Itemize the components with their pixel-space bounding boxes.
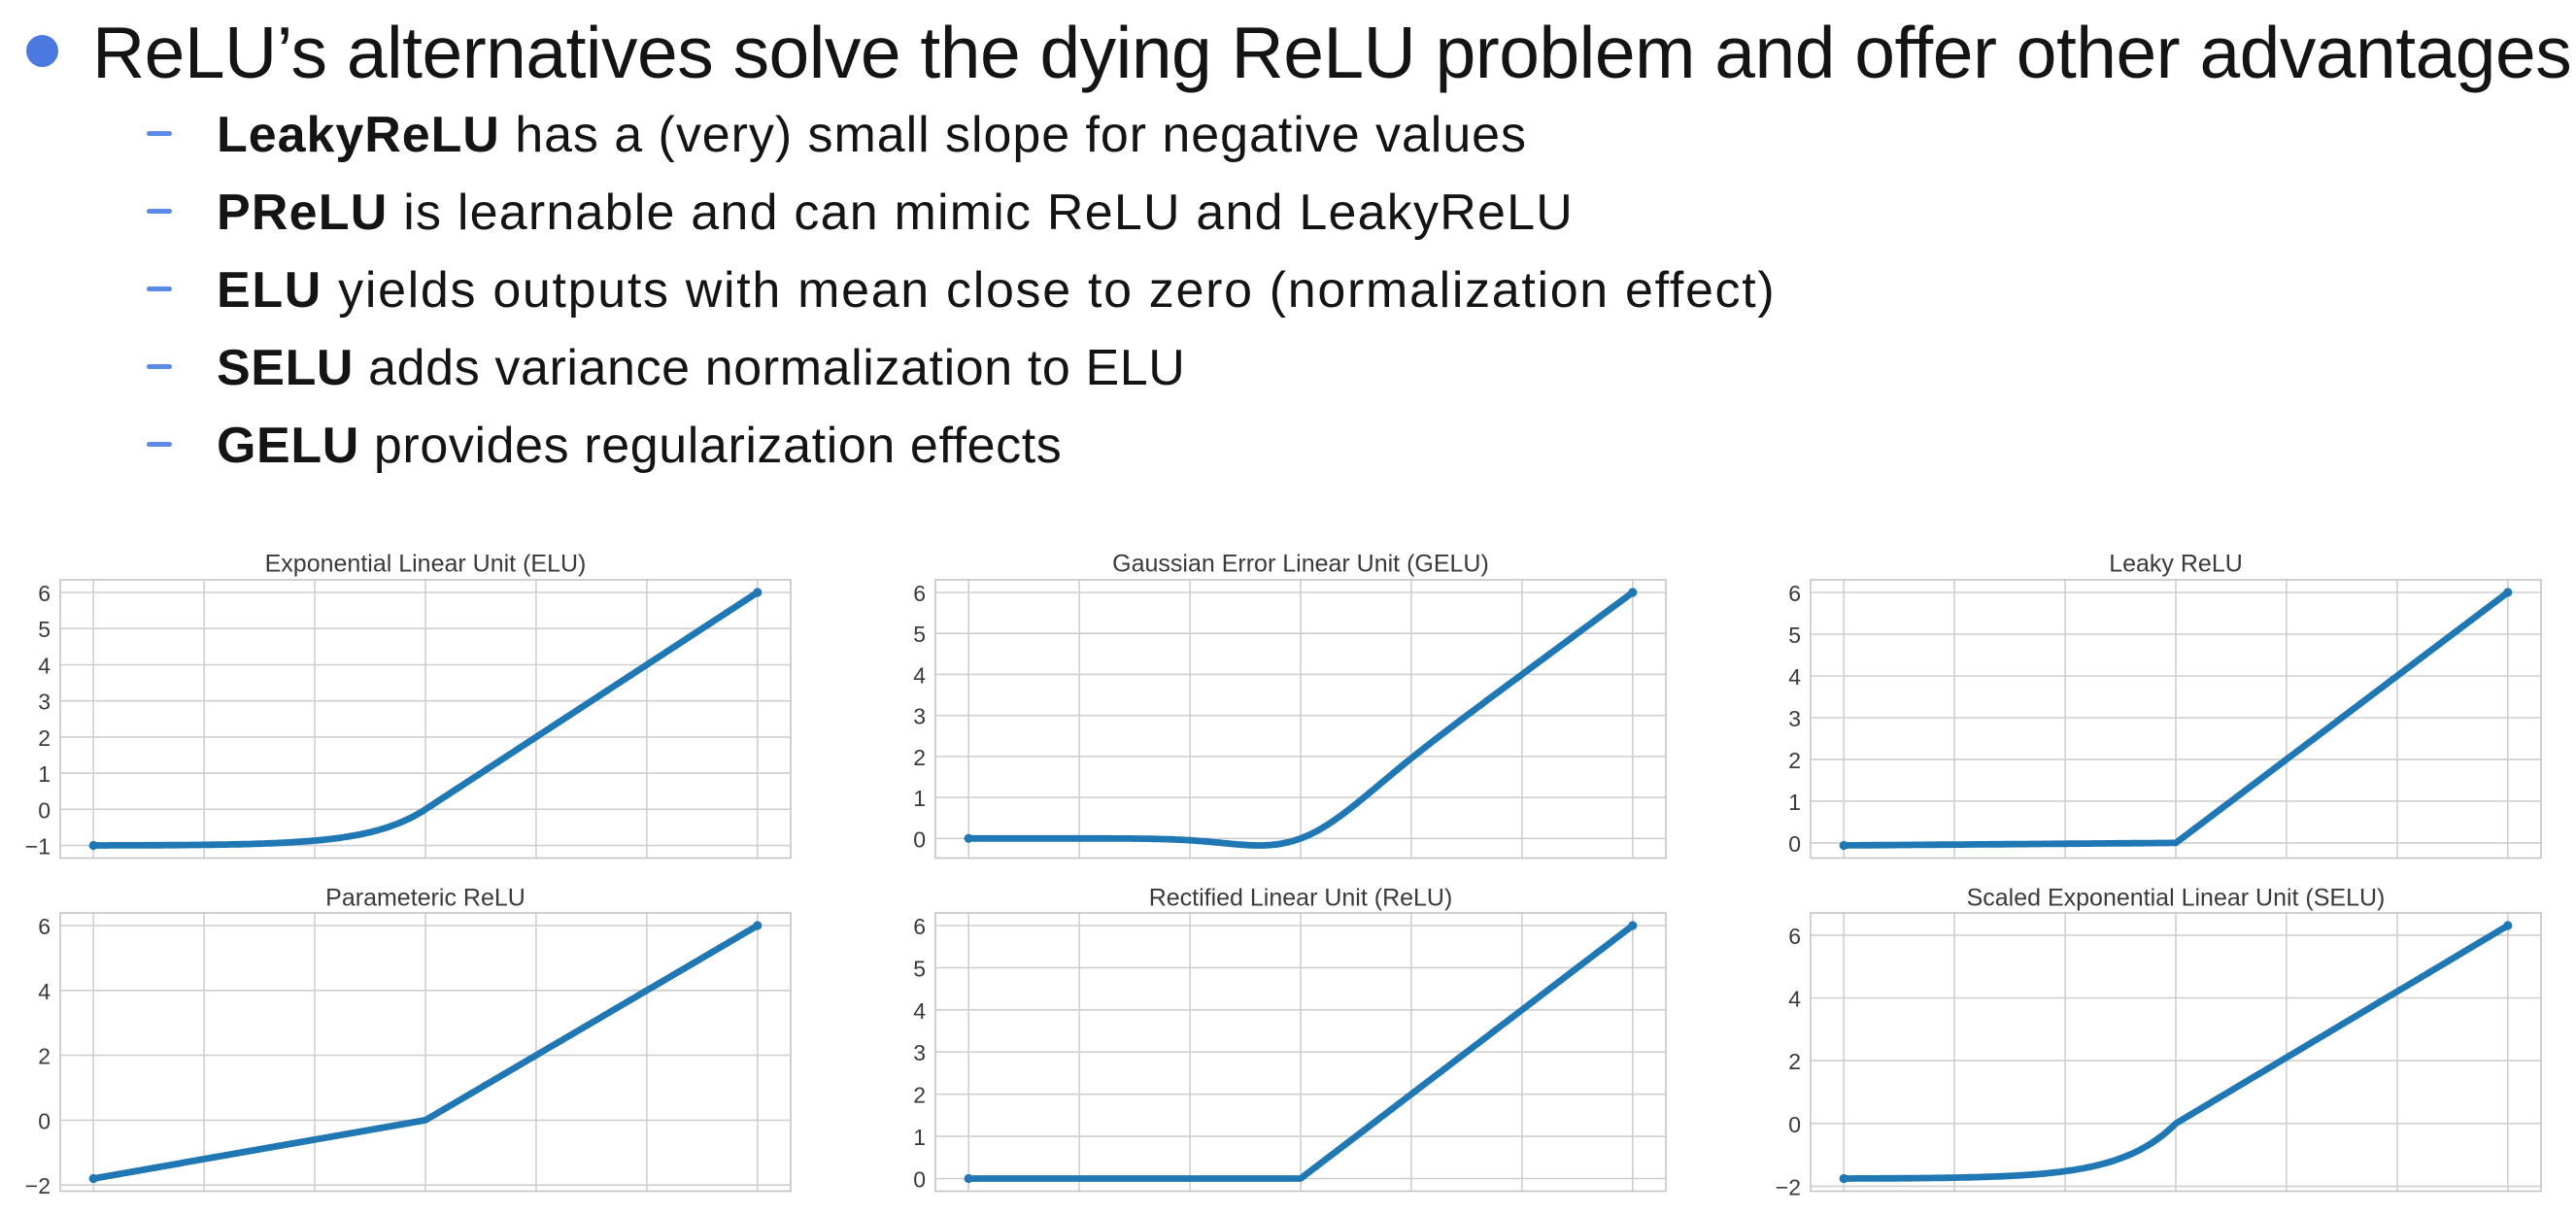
svg-text:−2: −2 bbox=[25, 1173, 51, 1198]
svg-text:2: 2 bbox=[913, 745, 926, 770]
svg-text:Parameteric ReLU: Parameteric ReLU bbox=[325, 885, 525, 912]
svg-text:3: 3 bbox=[38, 690, 51, 715]
svg-text:4: 4 bbox=[1788, 987, 1801, 1012]
svg-text:6: 6 bbox=[38, 914, 51, 939]
svg-text:Gaussian Error Linear Unit (GE: Gaussian Error Linear Unit (GELU) bbox=[1112, 551, 1489, 578]
svg-text:6: 6 bbox=[38, 581, 51, 606]
svg-text:0: 0 bbox=[913, 826, 926, 852]
svg-text:−2: −2 bbox=[1776, 1174, 1801, 1199]
svg-text:5: 5 bbox=[913, 956, 926, 981]
svg-text:1: 1 bbox=[913, 786, 926, 811]
svg-text:Rectified Linear Unit (ReLU): Rectified Linear Unit (ReLU) bbox=[1149, 885, 1453, 912]
svg-text:2: 2 bbox=[38, 1044, 51, 1069]
svg-text:3: 3 bbox=[913, 1040, 926, 1065]
svg-text:2: 2 bbox=[38, 725, 51, 751]
svg-text:3: 3 bbox=[913, 704, 926, 729]
svg-text:0: 0 bbox=[1788, 1112, 1801, 1137]
svg-text:4: 4 bbox=[38, 654, 51, 679]
svg-text:Leaky ReLU: Leaky ReLU bbox=[2109, 551, 2243, 578]
svg-text:6: 6 bbox=[1788, 924, 1801, 949]
svg-text:0: 0 bbox=[38, 797, 51, 823]
svg-text:3: 3 bbox=[1788, 706, 1801, 731]
svg-text:1: 1 bbox=[1788, 790, 1801, 815]
svg-text:0: 0 bbox=[38, 1108, 51, 1133]
svg-text:5: 5 bbox=[913, 622, 926, 647]
svg-text:4: 4 bbox=[913, 662, 926, 688]
svg-text:5: 5 bbox=[38, 617, 51, 642]
svg-text:−1: −1 bbox=[25, 834, 51, 860]
svg-text:Scaled Exponential Linear Unit: Scaled Exponential Linear Unit (SELU) bbox=[1967, 885, 2386, 912]
svg-text:4: 4 bbox=[38, 979, 51, 1004]
svg-text:1: 1 bbox=[913, 1125, 926, 1150]
svg-text:4: 4 bbox=[1788, 664, 1801, 690]
svg-text:0: 0 bbox=[913, 1167, 926, 1193]
svg-text:2: 2 bbox=[1788, 748, 1801, 773]
svg-text:1: 1 bbox=[38, 761, 51, 787]
svg-text:6: 6 bbox=[913, 581, 926, 606]
svg-text:Exponential Linear Unit (ELU): Exponential Linear Unit (ELU) bbox=[265, 551, 587, 578]
svg-text:6: 6 bbox=[1788, 581, 1801, 606]
svg-text:0: 0 bbox=[1788, 831, 1801, 857]
svg-text:5: 5 bbox=[1788, 623, 1801, 648]
svg-text:2: 2 bbox=[913, 1083, 926, 1108]
svg-text:4: 4 bbox=[913, 998, 926, 1024]
svg-text:6: 6 bbox=[913, 914, 926, 939]
svg-text:2: 2 bbox=[1788, 1049, 1801, 1074]
